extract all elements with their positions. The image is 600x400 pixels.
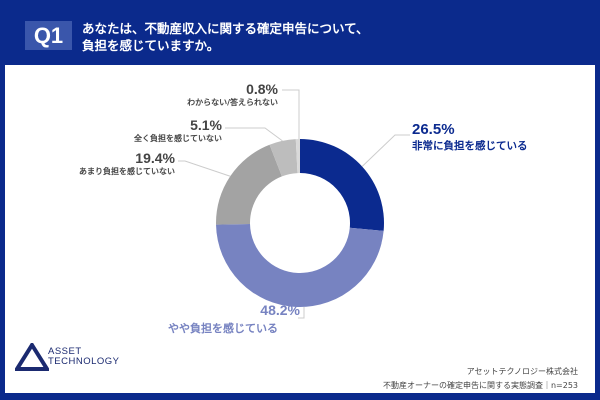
donut-slice [216, 144, 282, 225]
donut-slice [269, 139, 298, 177]
question-line-2: 負担を感じていますか。 [82, 38, 220, 53]
donut-slice [295, 139, 300, 174]
label-unknown: 0.8% わからない/答えられない [140, 81, 278, 108]
label-not-at-all: 5.1% 全く負担を感じていない [80, 117, 222, 144]
label-not-much: 19.4% あまり負担を感じていない [30, 150, 175, 177]
donut-slice [300, 139, 384, 231]
leader-line [282, 89, 300, 139]
label-category: 全く負担を感じていない [134, 134, 222, 143]
label-value: 0.8% [246, 81, 278, 97]
label-value: 5.1% [190, 117, 222, 133]
label-value: 48.2% [260, 302, 300, 318]
asset-technology-logo-icon [15, 343, 49, 371]
leader-line [178, 160, 231, 177]
label-category: わからない/答えられない [187, 98, 278, 107]
logo-line-2: TECHNOLOGY [48, 356, 120, 367]
label-somewhat: 48.2% [200, 302, 300, 318]
logo-text: ASSET TECHNOLOGY [48, 347, 120, 367]
leader-line [225, 127, 283, 142]
label-value: 26.5% [412, 121, 455, 138]
label-value: 19.4% [135, 150, 175, 166]
company-name: アセットテクノロジー株式会社 [466, 367, 578, 376]
question-line-1: あなたは、不動産収入に関する確定申告について、 [82, 21, 369, 36]
question-badge: Q1 [25, 21, 72, 50]
label-very: 26.5% 非常に負担を感じている [412, 121, 528, 153]
label-category: 非常に負担を感じている [412, 140, 528, 152]
leader-line [298, 307, 305, 319]
leader-line [361, 134, 410, 167]
question-title: あなたは、不動産収入に関する確定申告について、 負担を感じていますか。 [82, 20, 502, 54]
donut-slice [216, 223, 384, 307]
logo-line-1: ASSET [48, 346, 82, 357]
label-category: あまり負担を感じていない [79, 167, 175, 176]
chart-panel [5, 65, 595, 393]
label-category: やや負担を感じている [168, 322, 278, 335]
survey-info: 不動産オーナーの確定申告に関する実態調査｜n=253 [382, 381, 578, 390]
